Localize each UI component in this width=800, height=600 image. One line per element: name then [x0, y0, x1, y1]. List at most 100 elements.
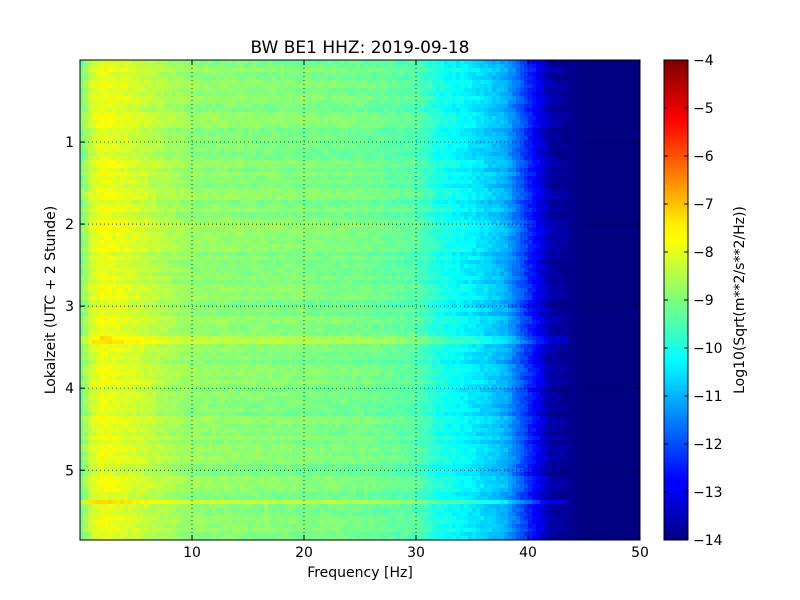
heatmap-cell	[260, 96, 265, 101]
heatmap-cell	[464, 132, 469, 137]
heatmap-cell	[352, 132, 357, 137]
heatmap-cell	[568, 104, 573, 109]
heatmap-cell	[284, 84, 289, 89]
heatmap-cell	[260, 144, 265, 149]
heatmap-cell	[312, 92, 317, 97]
heatmap-cell	[468, 64, 473, 69]
heatmap-cell	[404, 104, 409, 109]
heatmap-cell	[204, 116, 209, 121]
heatmap-cell	[552, 64, 557, 69]
heatmap-cell	[224, 104, 229, 109]
heatmap-cell	[608, 84, 613, 89]
heatmap-cell	[260, 108, 265, 113]
heatmap-cell	[136, 60, 141, 65]
heatmap-cell	[184, 160, 189, 165]
heatmap-cell	[204, 84, 209, 89]
heatmap-cell	[228, 124, 233, 129]
heatmap-cell	[512, 112, 517, 117]
heatmap-cell	[456, 60, 461, 65]
heatmap-cell	[224, 140, 229, 145]
heatmap-cell	[328, 92, 333, 97]
heatmap-cell	[596, 96, 601, 101]
heatmap-cell	[488, 188, 493, 193]
heatmap-cell	[448, 72, 453, 77]
heatmap-cell	[620, 196, 625, 201]
heatmap-cell	[432, 152, 437, 157]
heatmap-cell	[528, 184, 533, 189]
heatmap-cell	[620, 168, 625, 173]
heatmap-cell	[148, 104, 153, 109]
heatmap-cell	[472, 76, 477, 81]
heatmap-cell	[264, 112, 269, 117]
heatmap-cell	[96, 172, 101, 177]
heatmap-cell	[532, 96, 537, 101]
heatmap-cell	[136, 112, 141, 117]
heatmap-cell	[372, 148, 377, 153]
heatmap-cell	[116, 64, 121, 69]
heatmap-cell	[84, 136, 89, 141]
heatmap-cell	[408, 72, 413, 77]
heatmap-cell	[304, 196, 309, 201]
heatmap-cell	[500, 184, 505, 189]
heatmap-cell	[484, 68, 489, 73]
heatmap-cell	[332, 80, 337, 85]
heatmap-cell	[628, 84, 633, 89]
heatmap-cell	[420, 172, 425, 177]
heatmap-cell	[264, 176, 269, 181]
heatmap-cell	[204, 192, 209, 197]
heatmap-cell	[308, 184, 313, 189]
heatmap-cell	[492, 164, 497, 169]
heatmap-cell	[532, 64, 537, 69]
heatmap-cell	[436, 88, 441, 93]
heatmap-cell	[108, 156, 113, 161]
heatmap-cell	[380, 108, 385, 113]
heatmap-cell	[248, 180, 253, 185]
heatmap-cell	[96, 140, 101, 145]
heatmap-cell	[484, 140, 489, 145]
heatmap-cell	[264, 148, 269, 153]
heatmap-cell	[360, 88, 365, 93]
heatmap-cell	[184, 148, 189, 153]
heatmap-cell	[212, 124, 217, 129]
heatmap-cell	[220, 100, 225, 105]
heatmap-cell	[508, 148, 513, 153]
heatmap-cell	[468, 180, 473, 185]
heatmap-cell	[240, 192, 245, 197]
heatmap-cell	[460, 156, 465, 161]
heatmap-cell	[388, 132, 393, 137]
heatmap-cell	[428, 96, 433, 101]
heatmap-cell	[588, 64, 593, 69]
heatmap-cell	[596, 116, 601, 121]
heatmap-cell	[360, 104, 365, 109]
heatmap-cell	[84, 164, 89, 169]
heatmap-cell	[452, 112, 457, 117]
heatmap-cell	[128, 188, 133, 193]
heatmap-cell	[424, 136, 429, 141]
heatmap-cell	[124, 136, 129, 141]
heatmap-cell	[476, 60, 481, 65]
heatmap-cell	[268, 192, 273, 197]
heatmap-cell	[388, 172, 393, 177]
heatmap-cell	[160, 80, 165, 85]
heatmap-cell	[332, 188, 337, 193]
heatmap-cell	[540, 152, 545, 157]
heatmap-cell	[324, 84, 329, 89]
heatmap-cell	[244, 96, 249, 101]
heatmap-cell	[372, 132, 377, 137]
heatmap-cell	[560, 128, 565, 133]
heatmap-cell	[436, 176, 441, 181]
heatmap-cell	[356, 148, 361, 153]
heatmap-cell	[420, 128, 425, 133]
heatmap-cell	[464, 120, 469, 125]
heatmap-cell	[504, 132, 509, 137]
heatmap-cell	[260, 148, 265, 153]
heatmap-cell	[628, 188, 633, 193]
heatmap-cell	[128, 192, 133, 197]
heatmap-cell	[232, 128, 237, 133]
heatmap-cell	[476, 92, 481, 97]
heatmap-cell	[256, 76, 261, 81]
heatmap-cell	[568, 112, 573, 117]
heatmap-cell	[296, 168, 301, 173]
heatmap-cell	[284, 64, 289, 69]
heatmap-cell	[168, 152, 173, 157]
